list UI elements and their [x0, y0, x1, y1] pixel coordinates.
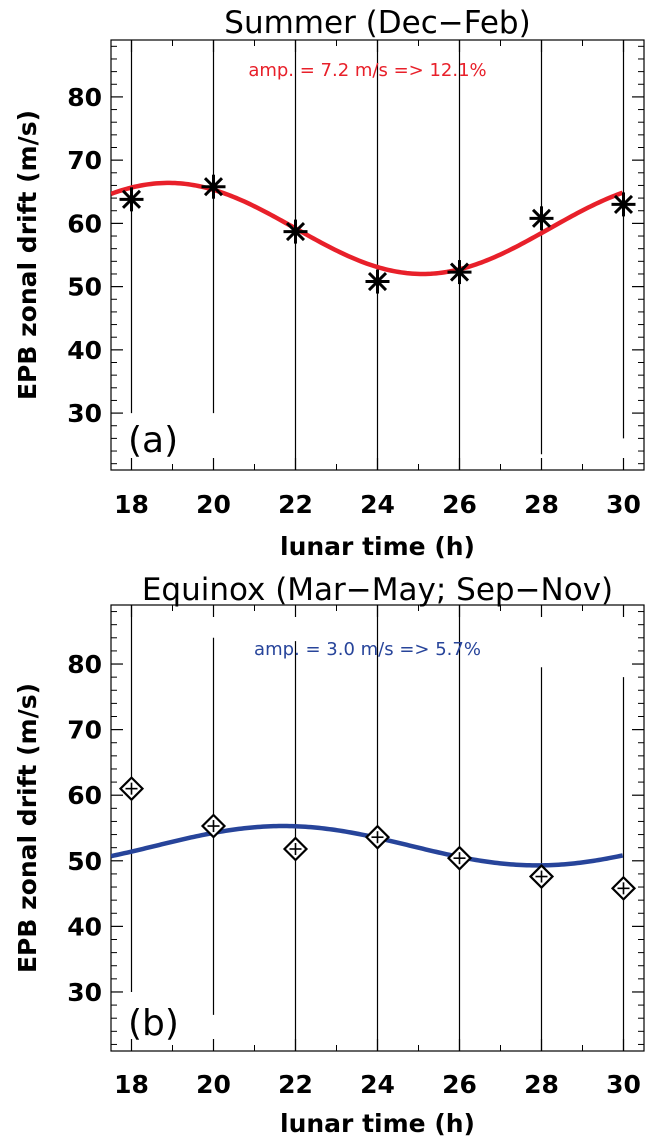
plot-area: [111, 605, 625, 1051]
y-tick-label: 40: [67, 912, 102, 941]
data-point-asterisk: [119, 187, 144, 212]
asterisk-stroke: [203, 177, 224, 197]
y-tick-label: 80: [67, 650, 102, 679]
data-point-asterisk: [201, 174, 226, 199]
x-axis-label: lunar time (h): [280, 1109, 475, 1138]
y-tick-label: 30: [67, 978, 102, 1007]
x-tick-label: 24: [360, 490, 395, 519]
x-tick-label: 26: [442, 1070, 477, 1099]
x-tick-label: 20: [196, 490, 231, 519]
data-point-diamond: [118, 776, 145, 802]
x-tick-label: 24: [360, 1070, 395, 1099]
fit-curve: [111, 180, 624, 277]
panel-label: (b): [128, 1003, 179, 1044]
data-point-asterisk: [529, 206, 554, 231]
data-point-diamond: [610, 875, 637, 901]
data-point-asterisk: [447, 260, 472, 285]
x-tick-label: 22: [278, 490, 313, 519]
amplitude-annotation: amp. = 7.2 m/s => 12.1%: [248, 60, 486, 81]
data-point-asterisk: [283, 219, 308, 244]
data-point-asterisk: [611, 192, 636, 217]
asterisk-stroke: [285, 222, 306, 242]
data-point-diamond: [200, 813, 227, 839]
y-axis-label: EPB zonal drift (m/s): [13, 110, 42, 400]
y-tick-label: 80: [67, 83, 102, 112]
asterisk-stroke: [367, 272, 388, 292]
x-tick-label: 20: [196, 1070, 231, 1099]
x-tick-label: 30: [606, 490, 641, 519]
panel-label: (a): [128, 420, 178, 461]
asterisk-stroke: [449, 262, 470, 282]
y-tick-label: 60: [67, 209, 102, 238]
chart-panel-b: Equinox (Mar−May; Sep−Nov) 18 20 22 24 26 28 30…: [13, 572, 645, 1138]
x-tick-label: 28: [524, 490, 559, 519]
y-tick-label: 70: [67, 716, 102, 745]
x-tick-label: 18: [114, 490, 149, 519]
x-tick-label: 28: [524, 1070, 559, 1099]
x-tick-label: 26: [442, 490, 477, 519]
y-tick-label: 30: [67, 399, 102, 428]
asterisk-stroke: [121, 189, 142, 209]
fit-curve: [111, 823, 624, 868]
data-point-diamond: [364, 824, 391, 850]
asterisk-stroke: [531, 208, 552, 228]
data-point-diamond: [528, 863, 555, 890]
x-tick-label: 22: [278, 1070, 313, 1099]
asterisk-stroke: [613, 194, 634, 214]
chart-title: Summer (Dec−Feb): [224, 5, 530, 41]
x-tick-label: 30: [606, 1070, 641, 1099]
data-point-asterisk: [365, 269, 390, 294]
y-axis-label: EPB zonal drift (m/s): [13, 683, 42, 973]
chart-title: Equinox (Mar−May; Sep−Nov): [142, 572, 613, 608]
y-tick-label: 70: [67, 146, 102, 175]
amplitude-annotation: amp. = 3.0 m/s => 5.7%: [254, 639, 481, 660]
data-point-diamond: [282, 836, 309, 862]
x-axis-label: lunar time (h): [280, 532, 475, 561]
y-tick-label: 50: [67, 273, 102, 302]
y-tick-label: 40: [67, 336, 102, 365]
y-tick-label: 60: [67, 781, 102, 810]
data-point-diamond: [446, 845, 473, 871]
chart-panel-a: Summer (Dec−Feb) 18 20 22 24 26 28 30 30 40 50 60 70…: [13, 5, 645, 561]
y-tick-label: 50: [67, 847, 102, 876]
x-tick-label: 18: [114, 1070, 149, 1099]
